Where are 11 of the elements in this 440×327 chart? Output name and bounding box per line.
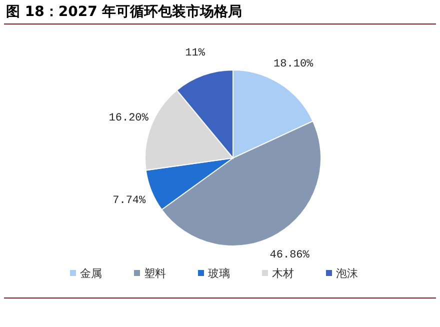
data-label: 16.20%: [108, 112, 149, 124]
data-label: 46.86%: [270, 250, 310, 262]
legend-label: 金属: [80, 267, 102, 280]
legend-label: 塑料: [144, 267, 166, 280]
data-label: 7.74%: [112, 194, 146, 207]
data-label: 18.10%: [274, 58, 314, 71]
legend-label: 木材: [272, 267, 294, 280]
data-label: 11%: [185, 48, 206, 60]
legend-label: 玻璃: [208, 267, 230, 280]
chart-title: 图 18：2027 年可循环包装市场格局: [6, 3, 242, 20]
legend-label: 泡沫: [336, 267, 358, 280]
